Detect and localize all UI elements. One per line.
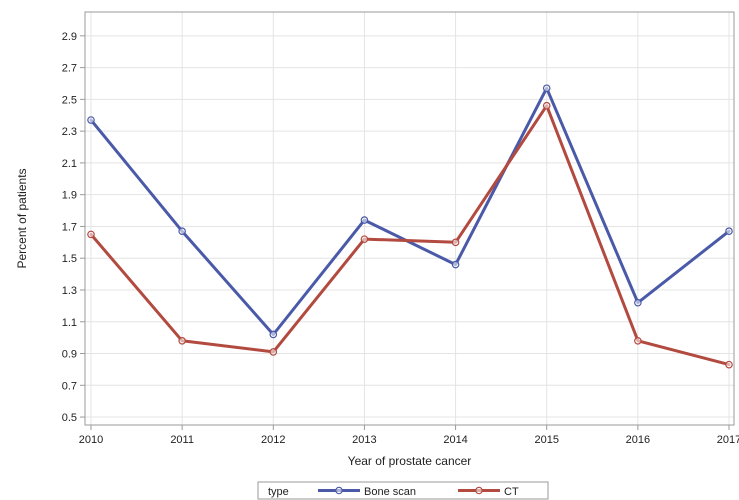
data-point-ct	[725, 360, 733, 369]
y-tick-label: 2.7	[62, 63, 77, 75]
data-point-bone-scan	[725, 227, 733, 236]
legend-frame	[257, 481, 549, 500]
data-point-ct	[87, 230, 95, 239]
legend-title: type	[268, 486, 289, 498]
legend-marker-ct	[475, 486, 483, 495]
data-point-bone-scan	[634, 298, 642, 307]
y-tick-label: 1.3	[62, 285, 77, 297]
data-point-ct	[360, 235, 369, 243]
plot-frame	[84, 11, 735, 426]
series-layer	[87, 84, 733, 369]
y-axis-title: Percent of patients	[15, 168, 29, 268]
data-point-bone-scan	[542, 84, 551, 93]
grid-lines	[85, 12, 734, 425]
y-tick-label: 1.9	[62, 190, 77, 202]
legend-entries: Bone scan CT	[318, 486, 519, 498]
x-tick-label: 2012	[261, 434, 285, 446]
y-tick-label: 0.7	[62, 380, 77, 392]
x-tick-label: 2017	[717, 434, 739, 446]
x-tick-label: 2014	[443, 434, 467, 446]
legend-marker-bone-scan	[335, 486, 343, 495]
data-point-ct	[269, 348, 278, 356]
data-point-bone-scan	[360, 216, 369, 224]
x-tick-label: 2011	[170, 434, 194, 446]
y-tick-label: 2.1	[62, 158, 77, 170]
y-tick-label: 2.3	[62, 126, 77, 138]
x-axis-ticks: 2010 2011 2012 2013 2014 2015 2016 2017	[79, 425, 739, 446]
data-point-ct	[634, 337, 642, 345]
x-tick-label: 2010	[79, 434, 103, 446]
data-point-bone-scan	[269, 330, 278, 339]
data-point-ct	[451, 238, 460, 247]
data-point-bone-scan	[451, 260, 460, 269]
series-line-ct	[89, 104, 731, 367]
y-tick-label: 0.9	[62, 349, 77, 361]
legend-label-bone-scan: Bone scan	[364, 486, 416, 498]
y-tick-label: 2.5	[62, 94, 77, 106]
x-tick-label: 2013	[352, 434, 376, 446]
y-tick-label: 1.5	[62, 253, 77, 265]
y-tick-label: 2.9	[62, 31, 77, 43]
x-tick-label: 2016	[626, 434, 650, 446]
legend: type Bone scan CT	[257, 481, 549, 500]
y-axis-ticks: 0.5 0.7 0.9 1.1 1.3 1.5 1.7 1.9 2.1 2.3 2.5 2.7 2.9	[62, 31, 85, 424]
x-axis-title: Year of prostate cancer	[348, 454, 472, 468]
data-point-bone-scan	[178, 227, 186, 236]
data-point-ct	[178, 337, 186, 345]
legend-label-ct: CT	[504, 486, 519, 498]
data-point-ct	[542, 101, 551, 110]
data-point-bone-scan	[87, 116, 95, 124]
y-tick-label: 1.1	[62, 317, 77, 329]
y-tick-label: 1.7	[62, 221, 77, 233]
x-tick-label: 2015	[534, 434, 558, 446]
y-tick-label: 0.5	[62, 412, 77, 424]
series-line-bone-scan	[89, 86, 731, 336]
